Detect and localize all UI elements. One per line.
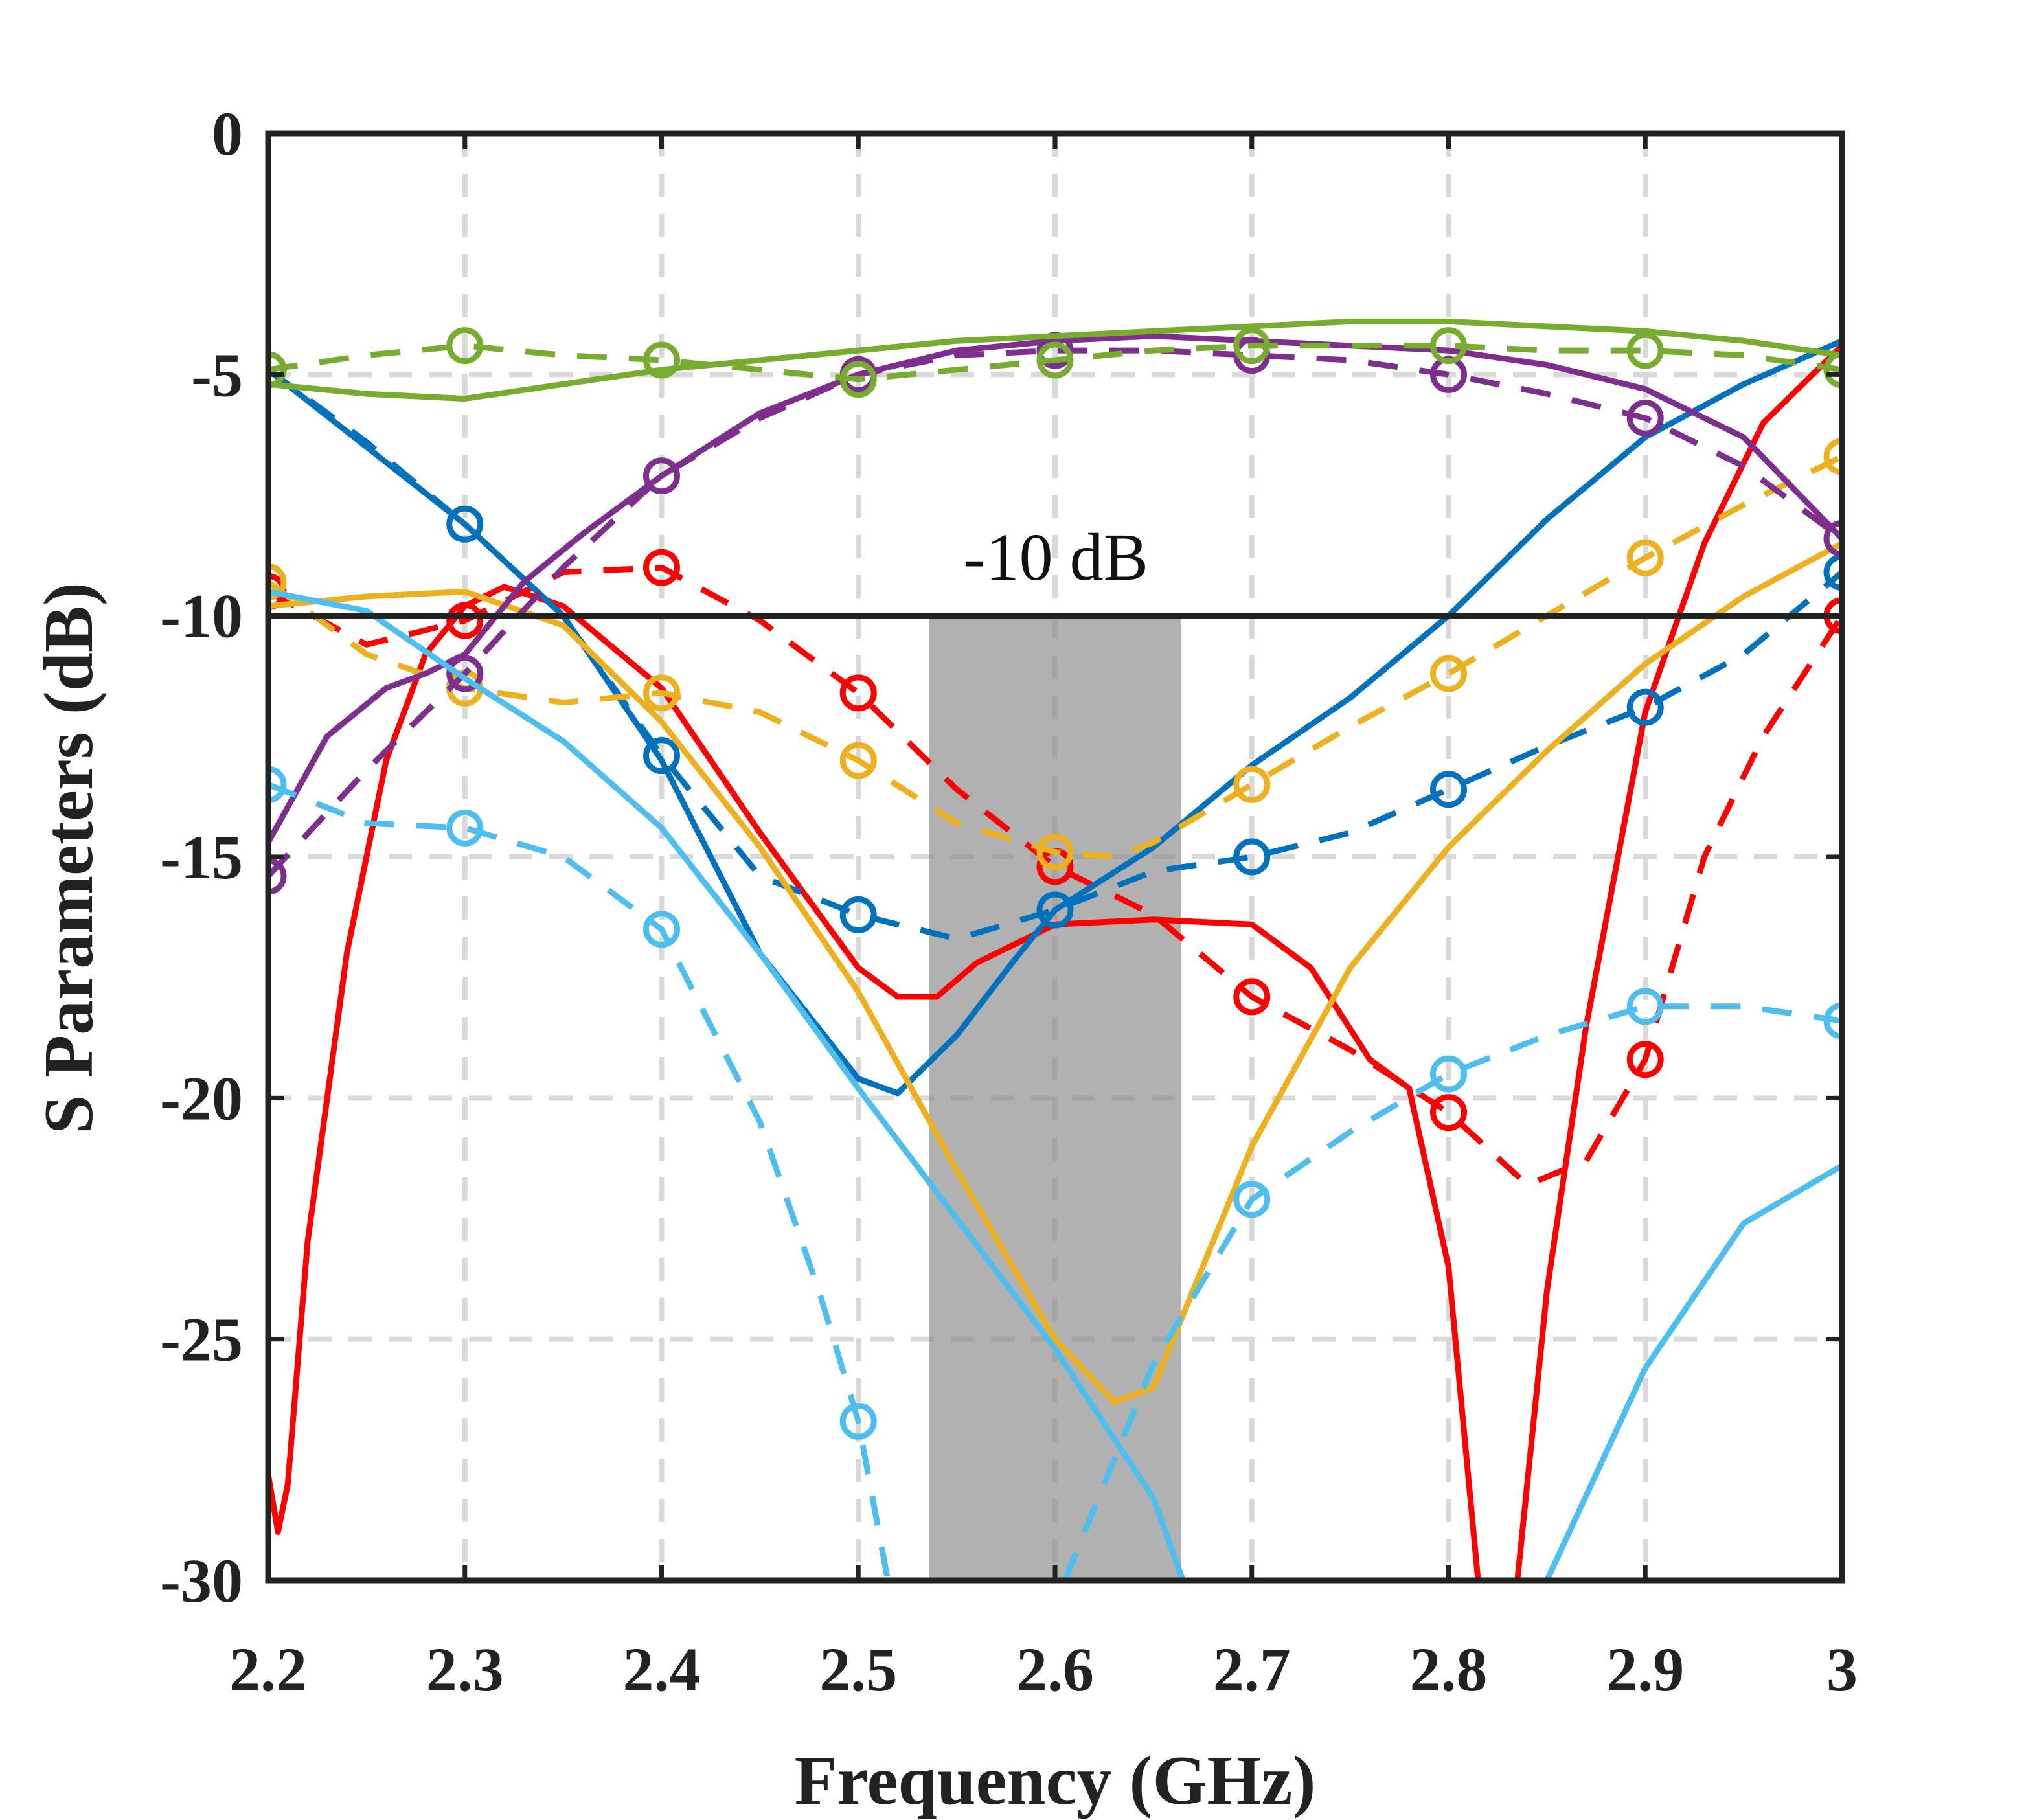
series-marker bbox=[1430, 1055, 1467, 1093]
series-marker bbox=[1036, 341, 1074, 379]
x-tick-label: 2.8 bbox=[1410, 1635, 1488, 1704]
tick-labels: 2.2 2.3 2.4 2.5 2.6 2.7 2.8 2.9 3 0 -5 -10 -15 -20 -25… bbox=[160, 99, 1858, 1704]
series-marker bbox=[446, 602, 484, 639]
series-marker bbox=[643, 911, 680, 948]
x-tick-label: 2.5 bbox=[819, 1635, 897, 1704]
series-marker bbox=[1626, 688, 1664, 726]
series-marker bbox=[643, 674, 680, 712]
series-marker bbox=[839, 742, 877, 779]
series-line bbox=[268, 564, 1842, 1188]
series-marker bbox=[1430, 655, 1467, 692]
series-line bbox=[268, 584, 1481, 1580]
y-axis-title: S Parameters (dB) bbox=[30, 582, 108, 1134]
x-tick-label: 2.4 bbox=[623, 1635, 701, 1704]
series-marker bbox=[1233, 978, 1271, 1016]
x-tick-label: 2.7 bbox=[1213, 1635, 1291, 1704]
series-marker bbox=[268, 858, 287, 895]
series-marker bbox=[1233, 1181, 1271, 1218]
series-line bbox=[268, 453, 1842, 860]
series-marker bbox=[643, 341, 680, 379]
x-tick-label: 2.9 bbox=[1606, 1635, 1684, 1704]
series-marker bbox=[1823, 520, 1842, 558]
series-marker bbox=[1823, 554, 1842, 591]
series-line bbox=[1514, 343, 1842, 1580]
series-line bbox=[268, 588, 1186, 1580]
series-marker bbox=[1036, 834, 1074, 871]
series-line bbox=[268, 782, 891, 1580]
y-tick-label: -20 bbox=[160, 1064, 243, 1133]
series-marker bbox=[839, 896, 877, 933]
series-marker bbox=[446, 809, 484, 847]
series-marker bbox=[1233, 838, 1271, 876]
series-line bbox=[268, 541, 1842, 1405]
series-layer bbox=[268, 318, 1842, 1580]
series-marker bbox=[1626, 332, 1664, 369]
series-marker bbox=[1626, 1041, 1664, 1078]
series-marker bbox=[1036, 891, 1074, 929]
series-line bbox=[268, 318, 1842, 402]
series-line bbox=[268, 343, 1842, 383]
shaded-band-layer bbox=[929, 615, 1181, 1580]
series-marker bbox=[643, 737, 680, 775]
series-marker bbox=[1430, 771, 1467, 808]
series-marker bbox=[1823, 351, 1842, 389]
series-marker bbox=[1626, 539, 1664, 576]
series-marker bbox=[839, 1402, 877, 1440]
series-marker bbox=[1430, 1094, 1467, 1132]
series-marker bbox=[446, 655, 484, 692]
x-tick-label: 2.2 bbox=[229, 1635, 307, 1704]
series-marker bbox=[1823, 1002, 1842, 1040]
series-marker bbox=[643, 457, 680, 495]
y-tick-label: -10 bbox=[160, 582, 243, 651]
series-line bbox=[1062, 1003, 1842, 1580]
series-marker bbox=[1233, 327, 1271, 365]
series-marker bbox=[268, 563, 287, 601]
series-marker bbox=[839, 361, 877, 398]
series-marker bbox=[1626, 399, 1664, 437]
series-marker bbox=[268, 766, 287, 803]
series-line bbox=[268, 347, 1842, 878]
series-marker bbox=[839, 674, 877, 712]
series-marker bbox=[1233, 766, 1271, 803]
x-tick-label: 3 bbox=[1826, 1635, 1858, 1704]
series-marker bbox=[446, 505, 484, 543]
y-tick-label: -5 bbox=[191, 340, 243, 409]
series-line bbox=[1544, 1163, 1842, 1580]
y-tick-label: 0 bbox=[212, 99, 243, 168]
series-marker bbox=[643, 549, 680, 586]
series-marker bbox=[1626, 988, 1664, 1025]
x-tick-label: 2.3 bbox=[426, 1635, 504, 1704]
reference-line-label: -10 dB bbox=[963, 520, 1148, 595]
x-tick-label: 2.6 bbox=[1016, 1635, 1094, 1704]
y-tick-label: -30 bbox=[160, 1546, 243, 1615]
shaded-band bbox=[929, 615, 1181, 1580]
y-tick-label: -25 bbox=[160, 1305, 243, 1374]
series-marker bbox=[1430, 327, 1467, 365]
x-axis-title: Frequency (GHz) bbox=[795, 1742, 1316, 1819]
series-marker bbox=[268, 351, 287, 389]
series-marker bbox=[446, 327, 484, 365]
axes bbox=[265, 130, 1845, 1584]
series-marker bbox=[1823, 438, 1842, 475]
y-tick-label: -15 bbox=[160, 823, 243, 892]
series-line bbox=[268, 367, 1842, 942]
